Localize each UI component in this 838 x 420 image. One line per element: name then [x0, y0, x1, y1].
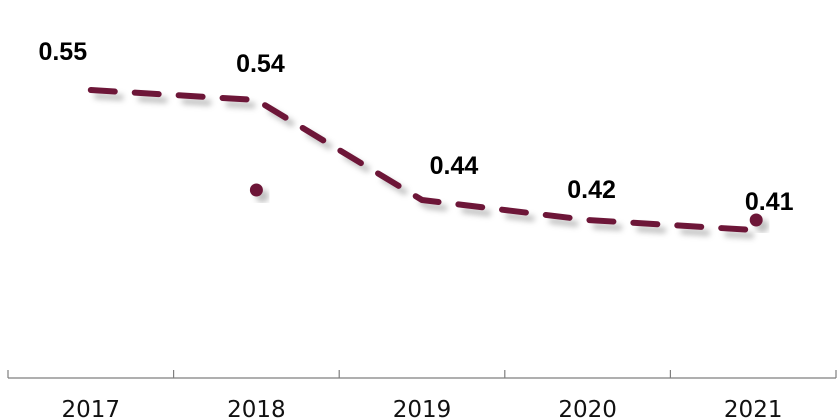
data-label: 0.54 [236, 50, 285, 78]
x-tick-label: 2019 [393, 397, 452, 420]
data-label: 0.42 [567, 176, 616, 204]
x-tick-label: 2020 [558, 397, 617, 420]
x-axis: 2017 2018 2019 2020 2021 [7, 370, 837, 420]
x-tick-label: 2017 [62, 397, 121, 420]
series-line [87, 87, 757, 233]
data-label: 0.44 [430, 152, 479, 180]
data-label: 0.55 [38, 38, 87, 66]
x-tick-label: 2021 [724, 397, 783, 420]
data-point [749, 213, 763, 227]
series-layer [87, 87, 763, 233]
data-label-layer: 0.55 0.54 0.44 0.42 0.41 [38, 38, 793, 216]
x-tick-label: 2018 [227, 397, 286, 420]
data-point [249, 183, 263, 197]
data-label: 0.41 [745, 188, 794, 216]
